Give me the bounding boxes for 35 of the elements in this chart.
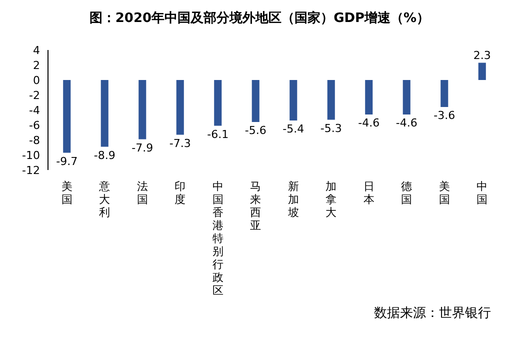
data-label: -8.9 [94,148,116,162]
x-tick-label: 法国 [136,180,148,206]
x-tick-label: 美国 [61,180,72,206]
y-tick-label: -10 [22,148,40,162]
data-label: -4.6 [396,116,418,130]
y-tick-label: 0 [33,74,40,87]
data-label: -3.6 [434,109,456,122]
data-label: -7.9 [132,141,154,154]
y-tick-label: -4 [29,104,40,117]
x-tick-label: 意大利 [98,180,110,219]
x-tick-label: 新加坡 [286,180,299,219]
data-label: -5.6 [244,124,266,137]
y-tick-label: 4 [33,44,40,57]
y-tick-label: -6 [29,118,40,132]
data-label: -9.7 [56,154,78,168]
data-label: -4.6 [358,116,380,130]
data-label: 2.3 [473,48,491,62]
y-tick-label: 2 [33,58,40,72]
x-tick-label: 马来西亚 [250,180,262,232]
category-label: 中国香港特别行政区 [212,180,224,297]
x-tick-label: 中国 [476,180,488,206]
y-tick-label: -8 [29,134,40,147]
source-note: 数据来源：世界银行 [373,305,492,322]
y-tick-label: -12 [22,164,40,177]
x-tick-label: 加拿大 [326,180,337,219]
data-label: -6.1 [207,128,229,141]
x-tick-label: 日本 [363,180,374,206]
data-label: -5.3 [320,122,342,135]
chart-title: 图：2020年中国及部分境外地区（国家）GDP增速（%） [88,10,431,28]
x-tick-label: 印度 [174,180,186,206]
data-label: -7.3 [169,136,191,150]
data-label: -5.4 [282,122,304,136]
x-tick-label: 美国 [438,180,450,206]
x-tick-label: 德国 [401,180,412,206]
y-tick-label: -2 [29,88,40,102]
